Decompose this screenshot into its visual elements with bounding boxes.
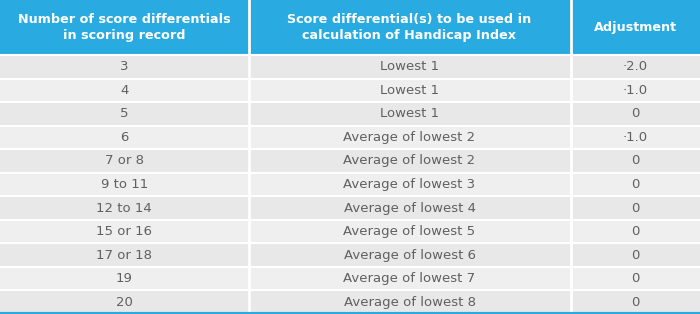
Text: 6: 6 — [120, 131, 128, 144]
Text: Score differential(s) to be used in
calculation of Handicap Index: Score differential(s) to be used in calc… — [288, 13, 531, 42]
Bar — [0, 149, 248, 173]
Text: 0: 0 — [631, 225, 639, 238]
Bar — [0, 290, 248, 314]
Text: 5: 5 — [120, 107, 129, 120]
Text: Average of lowest 7: Average of lowest 7 — [344, 272, 475, 285]
Text: 4: 4 — [120, 84, 128, 97]
Bar — [570, 290, 700, 314]
Bar — [0, 0, 248, 55]
Text: Average of lowest 4: Average of lowest 4 — [344, 202, 475, 214]
Bar — [0, 173, 248, 196]
Bar — [248, 290, 570, 314]
Bar — [0, 78, 248, 102]
Text: Lowest 1: Lowest 1 — [380, 60, 439, 73]
Bar — [248, 102, 570, 126]
Bar — [570, 126, 700, 149]
Text: Lowest 1: Lowest 1 — [380, 107, 439, 120]
Text: 3: 3 — [120, 60, 129, 73]
Bar — [248, 173, 570, 196]
Bar — [0, 55, 248, 78]
Bar — [248, 126, 570, 149]
Bar — [0, 243, 248, 267]
Bar — [570, 102, 700, 126]
Bar — [248, 78, 570, 102]
Text: Average of lowest 8: Average of lowest 8 — [344, 296, 475, 309]
Text: 15 or 16: 15 or 16 — [97, 225, 153, 238]
Bar — [570, 0, 700, 55]
Text: 0: 0 — [631, 178, 639, 191]
Text: Lowest 1: Lowest 1 — [380, 84, 439, 97]
Bar — [570, 267, 700, 290]
Bar — [570, 173, 700, 196]
Bar — [248, 196, 570, 220]
Bar — [0, 196, 248, 220]
Text: ·2.0: ·2.0 — [623, 60, 648, 73]
Bar — [570, 220, 700, 243]
Text: 19: 19 — [116, 272, 133, 285]
Text: ·1.0: ·1.0 — [623, 131, 648, 144]
Bar — [248, 220, 570, 243]
Text: Number of score differentials
in scoring record: Number of score differentials in scoring… — [18, 13, 230, 42]
Text: 0: 0 — [631, 296, 639, 309]
Text: Average of lowest 6: Average of lowest 6 — [344, 249, 475, 262]
Text: Average of lowest 2: Average of lowest 2 — [344, 154, 475, 167]
Text: Average of lowest 5: Average of lowest 5 — [344, 225, 475, 238]
Bar — [0, 102, 248, 126]
Bar — [0, 267, 248, 290]
Bar — [570, 149, 700, 173]
Bar — [248, 0, 570, 55]
Text: 0: 0 — [631, 272, 639, 285]
Bar — [248, 149, 570, 173]
Bar — [248, 267, 570, 290]
Text: Average of lowest 3: Average of lowest 3 — [344, 178, 475, 191]
Bar — [0, 220, 248, 243]
Bar — [570, 243, 700, 267]
Text: 20: 20 — [116, 296, 133, 309]
Bar — [570, 78, 700, 102]
Text: Adjustment: Adjustment — [594, 21, 677, 34]
Text: 0: 0 — [631, 154, 639, 167]
Text: ·1.0: ·1.0 — [623, 84, 648, 97]
Text: 7 or 8: 7 or 8 — [105, 154, 144, 167]
Text: 0: 0 — [631, 249, 639, 262]
Text: 12 to 14: 12 to 14 — [97, 202, 152, 214]
Text: 9 to 11: 9 to 11 — [101, 178, 148, 191]
Bar — [0, 126, 248, 149]
Text: Average of lowest 2: Average of lowest 2 — [344, 131, 475, 144]
Bar — [248, 55, 570, 78]
Text: 0: 0 — [631, 107, 639, 120]
Text: 17 or 18: 17 or 18 — [97, 249, 153, 262]
Bar — [570, 55, 700, 78]
Bar — [248, 243, 570, 267]
Bar — [570, 196, 700, 220]
Text: 0: 0 — [631, 202, 639, 214]
